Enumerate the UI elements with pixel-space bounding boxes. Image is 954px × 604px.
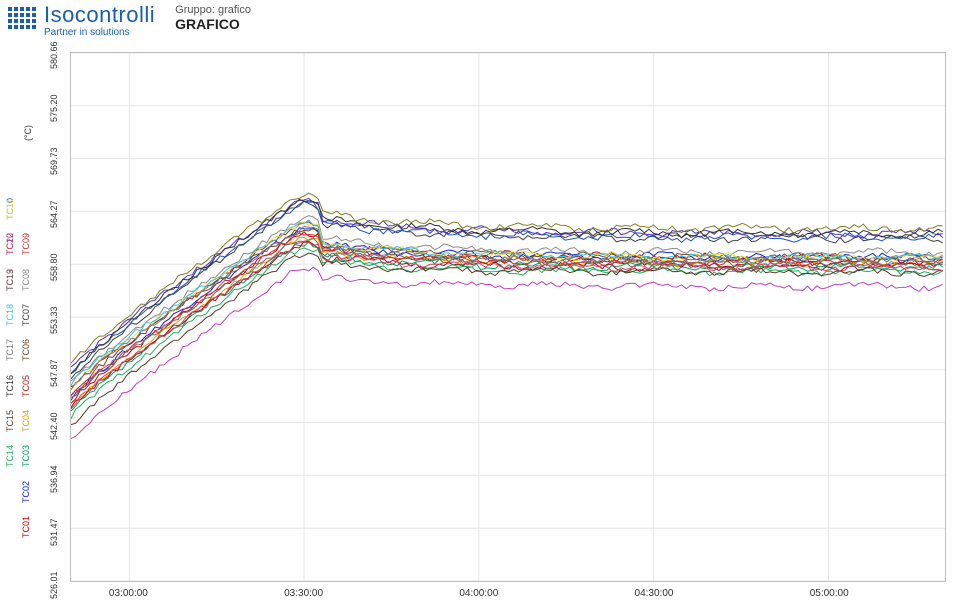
series-label-tc07: TC07 (21, 306, 31, 326)
series-line-purple (71, 267, 943, 439)
series-line-tc08 (71, 216, 943, 386)
y-tick-label: 531.47 (49, 510, 59, 546)
x-tick-label: 04:00:00 (459, 588, 498, 599)
y-tick-label: 558.80 (49, 245, 59, 281)
series-line-tc18 (71, 220, 943, 381)
plot-region (70, 52, 946, 582)
x-tick-label: 03:30:00 (284, 588, 323, 599)
y-tick-label: 542.40 (49, 404, 59, 440)
logo-tagline: Partner in solutions (44, 28, 155, 38)
series-label-tc14: TC14 (5, 447, 15, 467)
series-label-tc19: TC19 (5, 271, 15, 291)
y-tick-label: 526.01 (49, 563, 59, 599)
series-label-tc03: TC03 (21, 447, 31, 467)
series-label-tc18: TC18 (5, 306, 15, 326)
title-block: Gruppo: grafico GRAFICO (175, 4, 251, 32)
y-tick-label: 553.33 (49, 298, 59, 334)
series-label-tc17: TC17 (5, 341, 15, 361)
y-axis-series-labels: (°C) TC01 TC02 TC03 TC04 TC05 TC06 TC07 TC08 TC09… (0, 52, 40, 582)
chart-title: GRAFICO (175, 16, 251, 32)
y-tick-label: 569.73 (49, 139, 59, 175)
chart-area: (°C) TC01 TC02 TC03 TC04 TC05 TC06 TC07 TC08 TC09… (0, 44, 954, 604)
group-label: Gruppo: grafico (175, 4, 251, 16)
series-label-tc15: TC15 (5, 412, 15, 432)
y-tick-label: 547.87 (49, 351, 59, 387)
series-label-tc04: TC04 (21, 412, 31, 432)
series-label-tc08: TC08 (21, 271, 31, 291)
series-label-tc20: TC20 (5, 235, 15, 255)
y-axis-tick-labels: 526.01531.47536.94542.40547.87553.33558.… (40, 52, 68, 582)
series-label-tc02: TC02 (21, 483, 31, 503)
series-line-tc04 (71, 237, 943, 408)
series-label-tc09: TC09 (21, 235, 31, 255)
y-axis-unit-label: (°C) (23, 125, 33, 141)
series-line-tc05 (71, 222, 943, 395)
y-tick-label: 536.94 (49, 457, 59, 493)
plot-svg (71, 53, 945, 581)
logo-text: Isocontrolli (44, 4, 155, 26)
dots-grid-icon (8, 7, 38, 35)
series-label-tc16: TC16 (5, 377, 15, 397)
y-tick-label: 564.27 (49, 192, 59, 228)
series-label-tc01: TC01 (21, 518, 31, 538)
header: Isocontrolli Partner in solutions Gruppo… (0, 0, 954, 44)
x-tick-label: 04:30:00 (635, 588, 674, 599)
x-tick-label: 03:00:00 (109, 588, 148, 599)
x-axis: 03:00:00 03:30:00 04:00:00 04:30:00 05:00:00 (70, 582, 946, 604)
y-tick-label: 580.66 (49, 33, 59, 69)
series-label-tc05: TC05 (21, 377, 31, 397)
x-tick-label: 05:00:00 (810, 588, 849, 599)
y-tick-label: 575.20 (49, 86, 59, 122)
series-line-olive (71, 193, 943, 363)
series-line-tc15 (71, 253, 943, 425)
series-label-tc06: TC06 (21, 341, 31, 361)
logo: Isocontrolli Partner in solutions (8, 4, 155, 38)
series-label-tc11: TC11 (5, 200, 15, 220)
